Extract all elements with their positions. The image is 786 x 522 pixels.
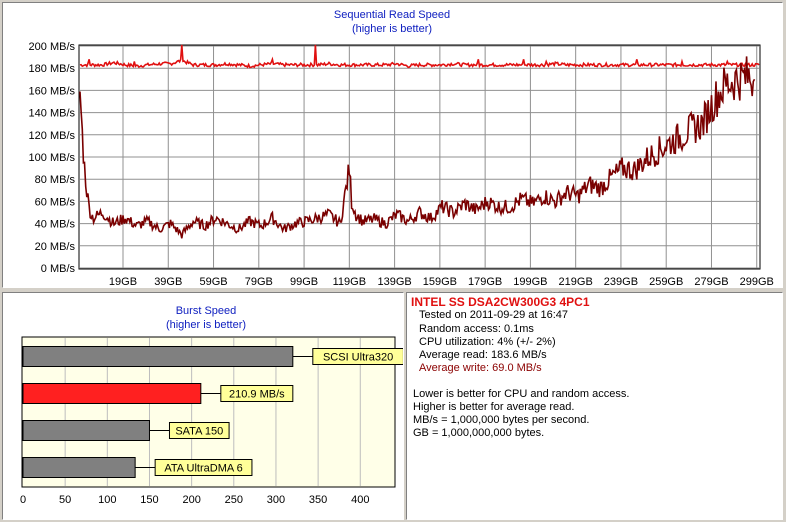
bar (22, 383, 202, 404)
x-tick-label: 300 (267, 494, 285, 506)
bar-label-box (154, 459, 253, 476)
note-line: GB = 1,000,000,000 bytes. (413, 427, 545, 439)
bar-label: ATA UltraDMA 6 (164, 463, 242, 475)
write-speed-line (79, 56, 756, 239)
chart-title: Sequential Read Speed (334, 9, 450, 21)
x-tick-label: 50 (59, 494, 71, 506)
x-tick-label: 119GB (333, 276, 366, 287)
average-write: Average write: 69.0 MB/s (419, 362, 542, 374)
bar-label-box (168, 422, 230, 439)
x-tick-label: 139GB (377, 276, 411, 287)
y-tick-label: 140 MB/s (29, 108, 76, 120)
bar-label: 210.9 MB/s (229, 389, 285, 401)
bar-label: SATA 150 (175, 426, 223, 438)
average-read: Average read: 183.6 MB/s (419, 349, 547, 361)
x-tick-label: 279GB (694, 276, 728, 287)
x-tick-label: 159GB (423, 276, 457, 287)
x-tick-label: 199GB (513, 276, 547, 287)
bar (22, 346, 294, 367)
sequential-read-panel: Sequential Read Speed (higher is better)… (2, 2, 783, 288)
x-tick-labels: 0 50 100 150 200 250 300 350 400 (20, 494, 370, 506)
x-tick-label: 100 (98, 494, 116, 506)
bar (22, 420, 150, 441)
chart-subtitle: (higher is better) (166, 319, 246, 331)
series-lines (79, 44, 760, 239)
bar-label-box (220, 385, 294, 402)
y-tick-label: 200 MB/s (29, 41, 76, 53)
bar-label-box (312, 348, 403, 365)
cpu-utilization: CPU utilization: 4% (+/- 2%) (419, 336, 556, 348)
x-tick-label: 250 (225, 494, 243, 506)
bars: SCSI Ultra320 210.9 MB/s SATA 150 ATA Ultra… (22, 346, 403, 478)
x-tick-label: 200 (182, 494, 200, 506)
note-line: Higher is better for average read. (413, 401, 575, 413)
bar (22, 457, 136, 478)
x-tick-label: 259GB (649, 276, 683, 287)
x-tick-label: 400 (351, 494, 369, 506)
burst-speed-panel: Burst Speed (higher is better) SCSI Ultr… (2, 292, 404, 520)
x-tick-label: 350 (309, 494, 327, 506)
y-tick-label: 160 MB/s (29, 85, 76, 97)
y-tick-labels: 0 MB/s 20 MB/s 40 MB/s 60 MB/s 80 MB/s 100 MB… (29, 41, 76, 275)
tested-on: Tested on 2011-09-29 at 16:47 (419, 309, 569, 321)
y-tick-label: 100 MB/s (29, 152, 76, 164)
y-tick-label: 40 MB/s (35, 219, 76, 231)
x-tick-label: 0 (20, 494, 26, 506)
y-tick-label: 120 MB/s (29, 130, 76, 142)
drive-info-panel: INTEL SS DSA2CW300G3 4PC1 Tested on 2011… (406, 292, 783, 520)
x-tick-label: 150 (140, 494, 158, 506)
y-tick-label: 180 MB/s (29, 63, 76, 75)
x-tick-label: 299GB (740, 276, 774, 287)
y-tick-label: 60 MB/s (35, 196, 76, 208)
read-speed-line (79, 44, 760, 69)
x-tick-label: 179GB (468, 276, 502, 287)
x-tick-label: 59GB (199, 276, 227, 287)
burst-speed-chart: Burst Speed (higher is better) SCSI Ultr… (20, 305, 403, 506)
y-tick-label: 0 MB/s (41, 263, 76, 275)
y-tick-label: 80 MB/s (35, 174, 76, 186)
y-tick-label: 20 MB/s (35, 241, 76, 253)
x-tick-label: 19GB (109, 276, 137, 287)
drive-name: INTEL SS DSA2CW300G3 4PC1 (411, 295, 590, 309)
x-tick-label: 99GB (290, 276, 318, 287)
x-tick-label: 79GB (245, 276, 273, 287)
x-tick-label: 39GB (154, 276, 182, 287)
chart-subtitle: (higher is better) (352, 23, 432, 35)
chart-title: Burst Speed (176, 305, 237, 317)
random-access: Random access: 0.1ms (419, 323, 534, 335)
sequential-read-chart: Sequential Read Speed (higher is better)… (29, 9, 774, 287)
note-line: MB/s = 1,000,000 bytes per second. (413, 414, 590, 426)
note-line: Lower is better for CPU and random acces… (413, 388, 630, 400)
x-tick-labels: 19GB 39GB 59GB 79GB 99GB 119GB 139GB 159GB 179GB… (109, 276, 774, 287)
x-tick-label: 239GB (604, 276, 638, 287)
bar-label: SCSI Ultra320 (323, 352, 393, 364)
x-tick-label: 219GB (559, 276, 593, 287)
